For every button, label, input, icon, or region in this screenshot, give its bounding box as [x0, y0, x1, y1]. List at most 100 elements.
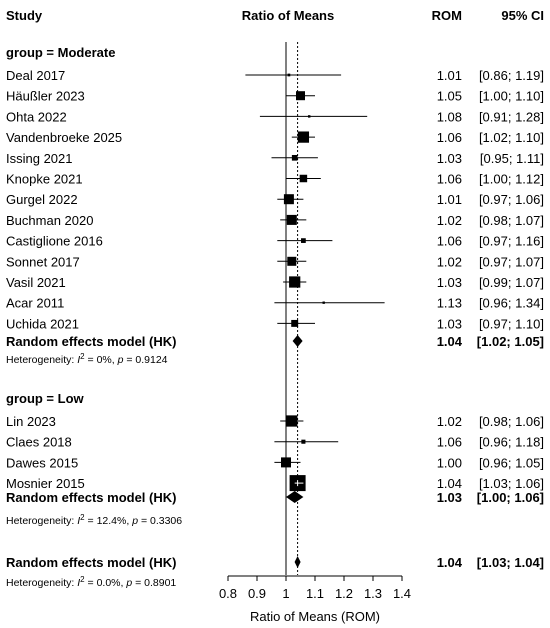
pooled-ci: [1.02; 1.05]	[477, 334, 544, 349]
pooled-est: 1.04	[437, 334, 463, 349]
study-label: Sonnet 2017	[6, 254, 80, 269]
study-label: Ohta 2022	[6, 109, 67, 124]
study-marker	[291, 319, 299, 327]
study-marker	[296, 91, 305, 101]
study-ci: [0.91; 1.28]	[479, 109, 544, 124]
study-marker	[286, 415, 298, 427]
study-ci: [0.98; 1.07]	[479, 213, 544, 228]
study-marker	[301, 238, 306, 243]
study-ci: [0.97; 1.10]	[479, 316, 544, 331]
study-label: Häußler 2023	[6, 89, 85, 104]
overall-est: 1.04	[437, 555, 463, 570]
study-marker	[289, 276, 301, 288]
study-label: Gurgel 2022	[6, 192, 78, 207]
study-ci: [0.99; 1.07]	[479, 275, 544, 290]
study-label: Claes 2018	[6, 435, 72, 450]
study-label: Deal 2017	[6, 68, 65, 83]
study-ci: [1.00; 1.10]	[479, 89, 544, 104]
x-axis-title: Ratio of Means (ROM)	[250, 609, 380, 624]
study-ci: [0.96; 1.18]	[479, 435, 544, 450]
study-ci: [0.96; 1.05]	[479, 455, 544, 470]
het-value: 0.9124	[135, 354, 167, 366]
study-ci: [0.97; 1.07]	[479, 254, 544, 269]
study-est: 1.02	[437, 213, 462, 228]
study-ci: [1.02; 1.10]	[479, 130, 544, 145]
study-label: Uchida 2021	[6, 316, 79, 331]
overall-ci: [1.03; 1.04]	[477, 555, 544, 570]
study-est: 1.04	[437, 476, 462, 491]
study-marker	[322, 301, 325, 304]
heterogeneity-text: Heterogeneity: I2 = 0%, p = 0.9124	[6, 352, 168, 367]
overall-label: Random effects model (HK)	[6, 555, 176, 570]
study-label: Mosnier 2015	[6, 476, 85, 491]
x-tick-label: 1.2	[335, 586, 353, 601]
study-ci: [1.03; 1.06]	[479, 476, 544, 491]
x-tick-label: 0.8	[219, 586, 237, 601]
study-label: Vandenbroeke 2025	[6, 130, 122, 145]
pooled-label: Random effects model (HK)	[6, 490, 176, 505]
study-marker	[307, 115, 311, 118]
study-ci: [0.97; 1.06]	[479, 192, 544, 207]
study-est: 1.01	[437, 192, 462, 207]
overall-diamond	[294, 556, 301, 568]
het-value: 0.8901	[144, 577, 176, 589]
study-label: Castiglione 2016	[6, 234, 103, 249]
study-ci: [1.00; 1.12]	[479, 172, 544, 187]
study-est: 1.06	[437, 234, 462, 249]
het-value: 0%	[97, 354, 112, 366]
study-est: 1.02	[437, 254, 462, 269]
study-est: 1.00	[437, 455, 462, 470]
header-study: Study	[6, 8, 43, 23]
pooled-est: 1.03	[437, 490, 462, 505]
het-value: 0.3306	[150, 515, 182, 527]
study-marker	[301, 439, 306, 444]
x-tick-label: 1.3	[364, 586, 382, 601]
study-marker	[283, 194, 294, 205]
study-marker	[297, 131, 310, 143]
study-est: 1.05	[437, 89, 462, 104]
pooled-diamond	[292, 335, 303, 347]
header-est: ROM	[432, 8, 462, 23]
group-title: group = Low	[6, 391, 85, 406]
study-est: 1.01	[437, 68, 462, 83]
study-marker	[299, 174, 308, 183]
het-value: 0.0%	[97, 577, 121, 589]
header-effect: Ratio of Means	[242, 8, 334, 23]
study-ci: [0.86; 1.19]	[479, 68, 544, 83]
x-tick-label: 0.9	[248, 586, 266, 601]
study-label: Acar 2011	[6, 296, 64, 311]
study-marker	[281, 457, 291, 468]
header-ci: 95% CI	[501, 8, 544, 23]
pooled-ci: [1.00; 1.06]	[477, 490, 544, 505]
x-tick-label: 1.4	[393, 586, 411, 601]
study-marker	[287, 73, 291, 77]
study-marker	[287, 256, 297, 266]
study-ci: [0.95; 1.11]	[480, 151, 544, 166]
group-title: group = Moderate	[6, 45, 115, 60]
pooled-diamond	[286, 491, 304, 503]
study-label: Lin 2023	[6, 414, 56, 429]
overall-heterogeneity-text: Heterogeneity: I2 = 0.0%, p = 0.8901	[6, 575, 176, 590]
study-label: Issing 2021	[6, 151, 73, 166]
study-ci: [0.98; 1.06]	[479, 414, 544, 429]
study-est: 1.03	[437, 275, 462, 290]
study-label: Buchman 2020	[6, 213, 93, 228]
study-marker	[286, 214, 297, 225]
study-marker	[291, 154, 298, 161]
study-label: Dawes 2015	[6, 455, 78, 470]
study-est: 1.03	[437, 316, 462, 331]
study-ci: [0.97; 1.16]	[479, 234, 544, 249]
x-tick-label: 1.1	[306, 586, 324, 601]
study-est: 1.06	[437, 435, 462, 450]
study-est: 1.03	[437, 151, 462, 166]
heterogeneity-text: Heterogeneity: I2 = 12.4%, p = 0.3306	[6, 513, 182, 528]
study-label: Knopke 2021	[6, 172, 83, 187]
study-label: Vasil 2021	[6, 275, 66, 290]
study-ci: [0.96; 1.34]	[479, 296, 544, 311]
pooled-label: Random effects model (HK)	[6, 334, 176, 349]
study-est: 1.06	[437, 130, 462, 145]
study-est: 1.13	[437, 296, 462, 311]
study-est: 1.02	[437, 414, 462, 429]
het-value: 12.4%	[97, 515, 127, 527]
